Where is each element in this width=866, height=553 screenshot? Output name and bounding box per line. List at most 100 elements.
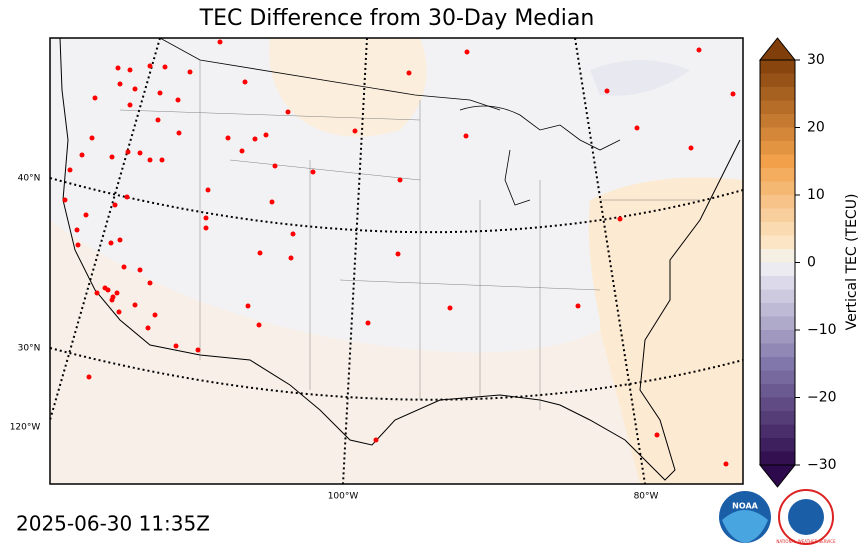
station: [83, 212, 89, 218]
station: [723, 461, 729, 467]
colorbar-extend-min: [758, 464, 797, 488]
station: [269, 199, 275, 205]
station: [406, 70, 412, 76]
station: [696, 47, 702, 53]
station: [112, 202, 118, 208]
station: [67, 167, 73, 173]
lon-label: 80°W: [634, 492, 659, 502]
station: [617, 216, 623, 222]
colorbar-step: [760, 154, 795, 169]
colorbar-tick-label: 10: [807, 187, 825, 203]
station: [75, 242, 81, 248]
station: [397, 177, 403, 183]
logo-text: NATIONAL WEATHER SERVICE: [776, 539, 836, 544]
station: [79, 152, 85, 158]
station: [373, 437, 379, 443]
colorbar-step: [760, 127, 795, 142]
station: [272, 163, 278, 169]
station: [245, 303, 251, 309]
station: [162, 64, 168, 70]
station: [688, 145, 694, 151]
station: [203, 225, 209, 231]
station: [263, 132, 269, 138]
station: [195, 347, 201, 353]
station: [127, 67, 133, 73]
station: [62, 197, 68, 203]
station: [121, 264, 127, 270]
station: [117, 237, 123, 243]
station: [365, 320, 371, 326]
colorbar-extend-max: [758, 37, 797, 61]
station: [463, 133, 469, 139]
station: [352, 128, 358, 134]
station: [395, 251, 401, 257]
station: [116, 309, 122, 315]
station: [89, 135, 95, 141]
colorbar-step: [760, 424, 795, 439]
colorbar-step: [760, 195, 795, 209]
colorbar-step: [760, 235, 795, 250]
lon-label: 120°W: [10, 423, 41, 433]
lat-label: 30°N: [18, 344, 41, 354]
station: [137, 267, 143, 273]
logo-text: NOAA: [732, 502, 758, 511]
lon-label: 100°W: [328, 492, 359, 502]
colorbar-step: [760, 370, 795, 385]
colorbar-step: [760, 222, 795, 236]
colorbar: −30 −20 −10 0 10 20 30: [758, 37, 837, 488]
station: [634, 125, 640, 131]
colorbar-step: [760, 87, 795, 101]
station: [94, 290, 100, 296]
station: [125, 149, 131, 155]
station: [447, 305, 453, 311]
station: [159, 157, 165, 163]
map: [50, 38, 743, 484]
station: [137, 150, 143, 156]
colorbar-step: [760, 60, 795, 74]
station: [205, 187, 211, 193]
colorbar-step: [760, 438, 795, 452]
colorbar-step: [760, 357, 795, 371]
colorbar-tick-label: −10: [807, 322, 837, 338]
colorbar-tick-label: −20: [807, 390, 837, 406]
colorbar-step: [760, 276, 795, 290]
station: [124, 194, 130, 200]
colorbar-step: [760, 303, 795, 317]
station: [176, 130, 182, 136]
colorbar-step: [760, 141, 795, 155]
station: [74, 227, 80, 233]
colorbar-tick-label: 20: [807, 120, 825, 136]
colorbar-step: [760, 168, 795, 182]
station: [242, 79, 248, 85]
station: [290, 231, 296, 237]
timestamp: 2025-06-30 11:35Z: [16, 512, 210, 536]
title: TEC Difference from 30-Day Median: [199, 6, 595, 31]
station: [155, 117, 161, 123]
colorbar-tick-label: 0: [807, 255, 816, 271]
station: [175, 97, 181, 103]
colorbar-step: [760, 249, 795, 263]
station: [239, 148, 245, 154]
map-frame: [49, 37, 744, 485]
station: [114, 290, 120, 296]
station: [132, 302, 138, 308]
station: [102, 285, 108, 291]
colorbar-tick-label: −30: [807, 457, 837, 473]
colorbar-step: [760, 114, 795, 128]
station: [217, 39, 223, 45]
station: [310, 169, 316, 175]
station: [157, 90, 163, 96]
colorbar-step: [760, 411, 795, 425]
station: [147, 280, 153, 286]
lat-label: 40°N: [18, 174, 41, 184]
colorbar-step: [760, 100, 795, 115]
station: [464, 49, 470, 55]
station: [145, 325, 151, 331]
station: [285, 109, 291, 115]
colorbar-step: [760, 289, 795, 304]
station: [132, 86, 138, 92]
station: [730, 91, 736, 97]
station: [92, 95, 98, 101]
station: [203, 215, 209, 221]
